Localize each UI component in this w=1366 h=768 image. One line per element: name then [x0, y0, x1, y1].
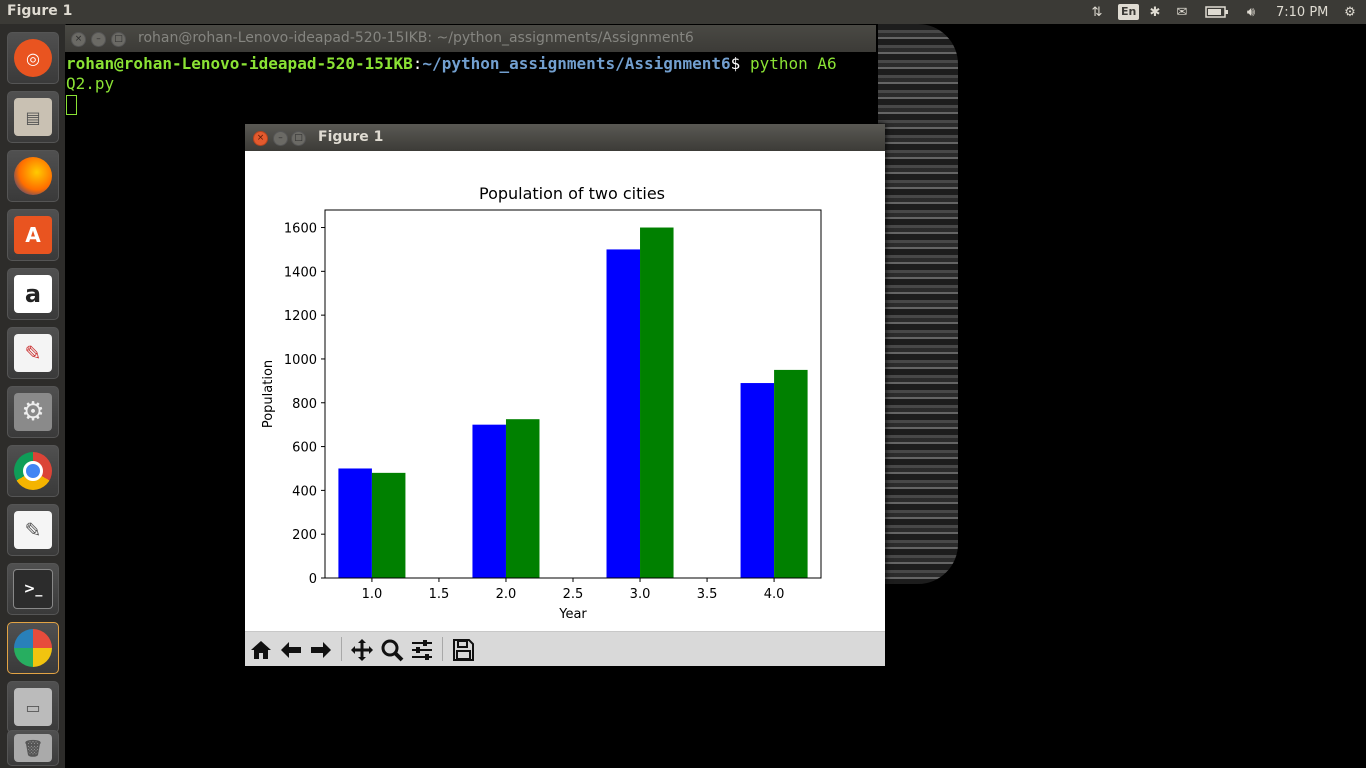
clock[interactable]: 7:10 PM — [1276, 4, 1329, 20]
network-transfer-icon[interactable]: ⇅ — [1091, 4, 1103, 20]
x-tick-label: 2.5 — [563, 587, 584, 602]
figure-window[interactable]: × – □ Figure 1 Population of two cities … — [245, 124, 885, 666]
x-tick-label: 3.0 — [630, 587, 651, 602]
prompt-separator: : — [412, 54, 423, 73]
gear-icon[interactable]: ⚙ — [1344, 4, 1356, 20]
y-tick-label: 1600 — [284, 222, 317, 237]
bar-series1-1 — [338, 468, 372, 578]
x-axis-label: Year — [558, 607, 587, 622]
python-figure-icon[interactable] — [7, 622, 59, 674]
y-tick-label: 0 — [309, 572, 317, 587]
wallpaper-art — [878, 24, 958, 584]
prompt-dollar: $ — [730, 54, 741, 73]
back-button[interactable] — [276, 635, 306, 665]
active-app-title: Figure 1 — [7, 3, 73, 19]
toolbar-separator — [341, 637, 342, 661]
amazon-icon[interactable]: a — [7, 268, 59, 320]
software-center-icon[interactable]: A — [7, 209, 59, 261]
y-tick-label: 800 — [292, 397, 317, 412]
save-button[interactable] — [448, 635, 478, 665]
close-icon[interactable]: × — [253, 131, 268, 146]
chart-title: Population of two cities — [479, 184, 665, 203]
minimize-icon[interactable]: – — [91, 32, 106, 47]
close-icon[interactable]: × — [71, 32, 86, 47]
y-tick-label: 1000 — [284, 353, 317, 368]
files-icon[interactable]: ▤ — [7, 91, 59, 143]
text-editor-icon[interactable]: ✎ — [7, 504, 59, 556]
bluetooth-icon[interactable]: ✱ — [1149, 4, 1161, 20]
bar-series2-2 — [505, 419, 540, 578]
move-icon — [351, 639, 373, 661]
bar-series2-4 — [774, 369, 808, 578]
terminal-title: rohan@rohan-Lenovo-ideapad-520-15IKB: ~/… — [138, 30, 694, 46]
chrome-icon[interactable] — [7, 445, 59, 497]
terminal-icon[interactable]: >_ — [7, 563, 59, 615]
command-text: python A6 — [740, 54, 837, 73]
terminal-titlebar[interactable]: × – □ rohan@rohan-Lenovo-ideapad-520-15I… — [65, 25, 876, 52]
disk-icon[interactable]: ▭ — [7, 681, 59, 733]
x-tick-label: 1.0 — [362, 587, 383, 602]
bar-series1-3 — [606, 249, 641, 578]
chart[interactable]: Population of two cities 1.0 1.5 2.0 2.5 3.0… — [245, 151, 885, 631]
keyboard-layout-indicator[interactable]: En — [1118, 3, 1140, 21]
forward-button[interactable] — [306, 635, 336, 665]
configure-subplots-button[interactable] — [407, 635, 437, 665]
x-tick-label: 2.0 — [496, 587, 517, 602]
terminal-output[interactable]: rohan@rohan-Lenovo-ideapad-520-15IKB:~/p… — [65, 52, 876, 117]
zoom-button[interactable] — [377, 635, 407, 665]
y-tick-label: 200 — [292, 528, 317, 543]
magnifier-icon — [381, 639, 404, 662]
ticks-layer: 1.0 1.5 2.0 2.5 3.0 3.5 4.0 0 200 400 600 800 1000 12… — [284, 222, 785, 602]
sliders-icon — [412, 640, 432, 660]
prompt-user: rohan@rohan-Lenovo-ideapad-520-15IKB — [66, 54, 413, 73]
figure-titlebar[interactable]: × – □ Figure 1 — [245, 124, 885, 151]
maximize-icon[interactable]: □ — [291, 131, 306, 146]
y-tick-label: 1400 — [284, 265, 317, 280]
y-tick-label: 600 — [292, 441, 317, 456]
bar-series2-3 — [640, 227, 674, 578]
x-tick-label: 1.5 — [429, 587, 450, 602]
command-text-wrap: Q2.py — [66, 74, 115, 93]
x-tick-label: 4.0 — [764, 587, 785, 602]
ubuntu-dash-icon[interactable]: ◎ — [7, 32, 59, 84]
x-tick-label: 3.5 — [697, 587, 718, 602]
terminal-cursor — [66, 94, 77, 115]
mail-icon[interactable]: ✉ — [1176, 4, 1188, 20]
figure-title: Figure 1 — [318, 129, 384, 145]
launcher: ◎ ▤ A a ✎ ⚙ ✎ >_ ▭ 🗑︎ — [0, 24, 66, 768]
document-viewer-icon[interactable]: ✎ — [7, 327, 59, 379]
arrow-right-icon — [311, 642, 331, 658]
volume-icon[interactable]: 🔊︎ — [1246, 4, 1256, 20]
maximize-icon[interactable]: □ — [111, 32, 126, 47]
firefox-icon[interactable] — [7, 150, 59, 202]
top-panel: Figure 1 ⇅ En ✱ ✉ 🔊︎ 7:10 PM ⚙ — [0, 0, 1366, 24]
floppy-disk-icon — [453, 639, 474, 661]
bar-series2-1 — [371, 472, 406, 578]
trash-icon[interactable]: 🗑︎ — [7, 730, 59, 766]
bars-layer — [338, 227, 808, 578]
home-button[interactable] — [246, 635, 276, 665]
home-icon — [251, 641, 271, 659]
toolbar-separator — [442, 637, 443, 661]
minimize-icon[interactable]: – — [273, 131, 288, 146]
bar-series1-4 — [740, 383, 775, 578]
figure-toolbar — [245, 631, 885, 666]
arrow-left-icon — [281, 642, 301, 658]
battery-icon[interactable] — [1204, 3, 1230, 21]
system-settings-icon[interactable]: ⚙ — [7, 386, 59, 438]
pan-button[interactable] — [347, 635, 377, 665]
y-tick-label: 1200 — [284, 309, 317, 324]
y-axis-label: Population — [261, 360, 276, 428]
prompt-path: ~/python_assignments/Assignment6 — [422, 54, 731, 73]
y-tick-label: 400 — [292, 484, 317, 499]
bar-series1-2 — [472, 424, 506, 578]
